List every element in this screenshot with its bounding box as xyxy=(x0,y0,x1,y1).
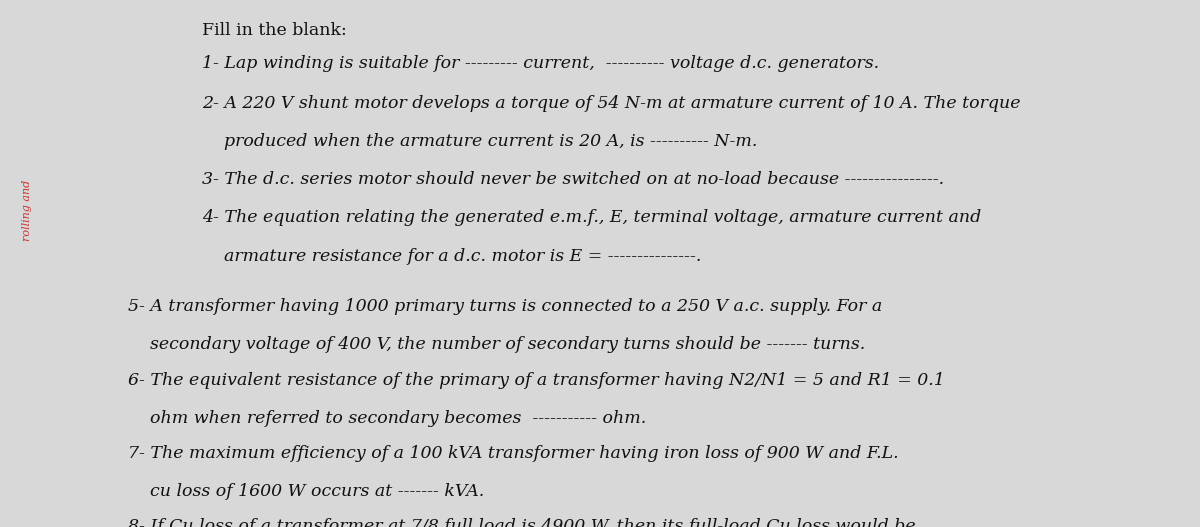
Text: 2- A 220 V shunt motor develops a torque of 54 N-m at armature current of 10 A. : 2- A 220 V shunt motor develops a torque… xyxy=(203,95,1021,112)
Text: 6- The equivalent resistance of the primary of a transformer having N2/N1 = 5 an: 6- The equivalent resistance of the prim… xyxy=(128,372,946,388)
Text: cu loss of 1600 W occurs at ------- kVA.: cu loss of 1600 W occurs at ------- kVA. xyxy=(128,483,485,500)
Text: 1- Lap winding is suitable for --------- current,  ---------- voltage d.c. gener: 1- Lap winding is suitable for ---------… xyxy=(203,55,880,72)
Text: 8- If Cu loss of a transformer at 7/8 full load is 4900 W, then its full-load Cu: 8- If Cu loss of a transformer at 7/8 fu… xyxy=(128,518,916,527)
Text: 3- The d.c. series motor should never be switched on at no-load because --------: 3- The d.c. series motor should never be… xyxy=(203,171,944,188)
Text: armature resistance for a d.c. motor is E = ---------------.: armature resistance for a d.c. motor is … xyxy=(203,248,702,265)
Text: produced when the armature current is 20 A, is ---------- N-m.: produced when the armature current is 20… xyxy=(203,133,758,150)
Text: secondary voltage of 400 V, the number of secondary turns should be ------- turn: secondary voltage of 400 V, the number o… xyxy=(128,336,865,353)
Text: rolling and: rolling and xyxy=(22,180,32,241)
Text: Fill in the blank:: Fill in the blank: xyxy=(203,22,347,39)
Text: 7- The maximum efficiency of a 100 kVA transformer having iron loss of 900 W and: 7- The maximum efficiency of a 100 kVA t… xyxy=(128,445,899,462)
Text: ohm when referred to secondary becomes  ----------- ohm.: ohm when referred to secondary becomes -… xyxy=(128,410,647,427)
Text: 5- A transformer having 1000 primary turns is connected to a 250 V a.c. supply. : 5- A transformer having 1000 primary tur… xyxy=(128,298,883,315)
Text: 4- The equation relating the generated e.m.f., E, terminal voltage, armature cur: 4- The equation relating the generated e… xyxy=(203,209,982,226)
